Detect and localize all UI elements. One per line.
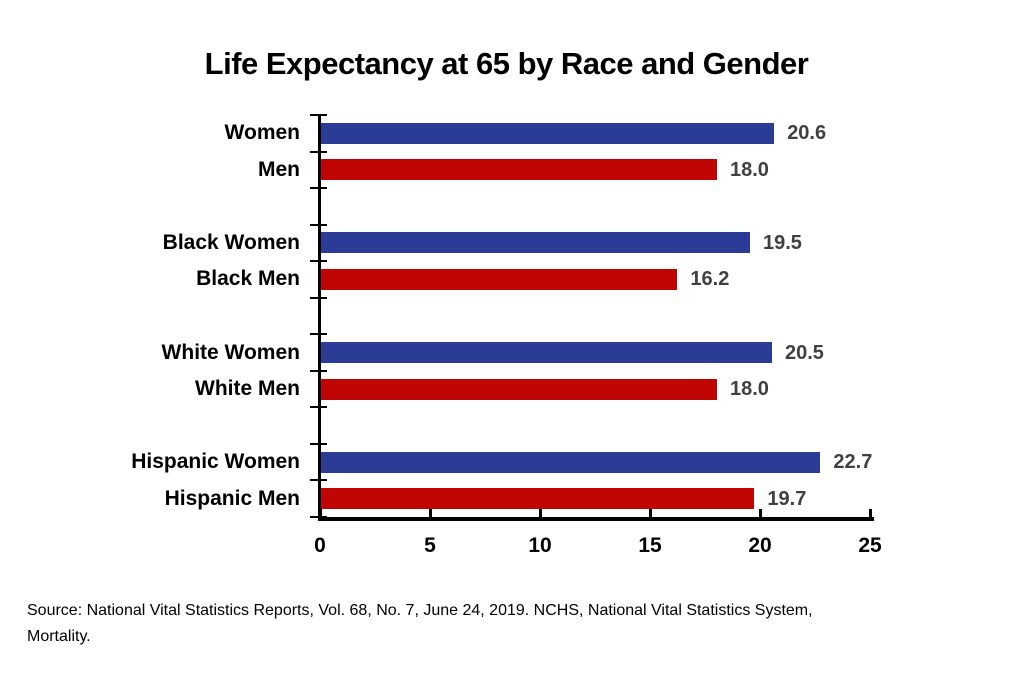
category-label-white-men: White Men xyxy=(195,377,300,401)
x-tick-label: 15 xyxy=(638,534,662,557)
category-label-men: Men xyxy=(258,157,300,181)
category-label-women: Women xyxy=(224,121,300,145)
category-label-black-men: Black Men xyxy=(196,267,300,291)
x-axis-tick xyxy=(318,509,322,517)
value-label-women: 20.6 xyxy=(787,122,827,145)
value-label-hispanic-women: 22.7 xyxy=(833,451,873,474)
y-axis-tick xyxy=(310,296,327,299)
y-axis-tick xyxy=(310,406,327,409)
x-axis-tick xyxy=(868,509,872,517)
y-axis-line xyxy=(318,115,321,521)
y-axis-tick xyxy=(310,223,327,226)
x-axis-tick xyxy=(648,509,652,517)
value-label-hispanic-men: 19.7 xyxy=(767,487,807,510)
category-label-white-women: White Women xyxy=(161,340,300,364)
bar-black-women xyxy=(321,232,750,254)
bar-men xyxy=(321,159,717,181)
chart-title: Life Expectancy at 65 by Race and Gender xyxy=(204,46,809,81)
category-label-hispanic-men: Hispanic Men xyxy=(164,486,300,510)
bar-hispanic-women xyxy=(321,451,821,473)
y-axis-tick xyxy=(310,260,327,263)
value-label-white-men: 18.0 xyxy=(730,378,769,401)
x-tick-label: 0 xyxy=(314,534,326,557)
y-axis-tick xyxy=(310,150,327,153)
category-label-black-women: Black Women xyxy=(162,230,300,254)
x-axis-tick xyxy=(428,509,432,517)
bar-white-women xyxy=(321,342,772,364)
category-label-hispanic-women: Hispanic Women xyxy=(131,450,300,474)
y-axis-tick xyxy=(310,442,327,445)
source-note: Source: National Vital Statistics Report… xyxy=(27,598,987,650)
x-tick-label: 10 xyxy=(528,534,552,557)
value-label-black-men: 16.2 xyxy=(690,268,730,291)
x-tick-label: 20 xyxy=(748,534,772,557)
x-axis-tick xyxy=(538,509,542,517)
y-axis-tick xyxy=(310,333,327,336)
x-tick-label: 25 xyxy=(858,534,882,557)
y-axis-tick xyxy=(310,516,327,518)
y-axis-tick xyxy=(310,369,327,372)
x-axis-tick xyxy=(758,509,762,517)
bar-women xyxy=(321,122,775,144)
y-axis-tick xyxy=(310,187,327,190)
bar-white-men xyxy=(321,378,717,400)
x-tick-label: 5 xyxy=(424,534,436,557)
source-line-2: Mortality. xyxy=(27,628,91,645)
y-axis-tick xyxy=(310,479,327,482)
value-label-black-women: 19.5 xyxy=(763,231,802,254)
bar-black-men xyxy=(321,268,678,290)
value-label-men: 18.0 xyxy=(730,158,769,181)
y-axis-tick xyxy=(310,114,327,116)
value-label-white-women: 20.5 xyxy=(785,341,824,364)
x-axis-line xyxy=(318,517,874,521)
source-line-1: Source: National Vital Statistics Report… xyxy=(27,602,813,619)
bar-hispanic-men xyxy=(321,488,755,510)
